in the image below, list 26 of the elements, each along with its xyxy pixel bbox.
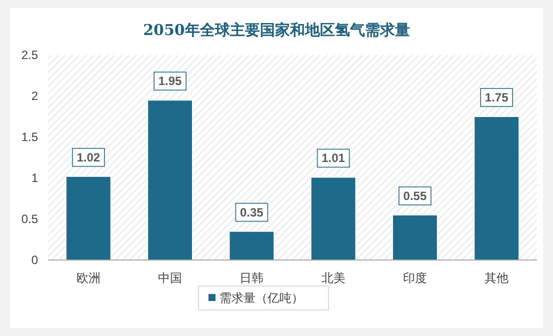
legend-label: 需求量（亿吨） bbox=[220, 291, 304, 305]
x-tick-label: 中国 bbox=[158, 271, 182, 285]
x-tick-label: 北美 bbox=[321, 271, 346, 285]
y-tick-label: 0 bbox=[31, 253, 38, 267]
bar bbox=[310, 176, 356, 260]
y-tick-label: 2.5 bbox=[21, 48, 38, 62]
x-tick-label: 欧洲 bbox=[76, 271, 100, 285]
x-tick-label: 其他 bbox=[484, 271, 509, 285]
y-tick-label: 1 bbox=[31, 171, 38, 185]
y-tick-label: 2 bbox=[31, 89, 38, 103]
data-label: 0.55 bbox=[403, 188, 427, 203]
bar bbox=[65, 176, 112, 260]
x-tick-label: 印度 bbox=[402, 271, 427, 285]
x-tick-label: 日韩 bbox=[240, 271, 264, 285]
y-tick-label: 1.5 bbox=[21, 130, 38, 144]
bar bbox=[474, 116, 520, 260]
bar bbox=[147, 100, 193, 260]
y-tick-label: 0.5 bbox=[21, 212, 38, 226]
data-label: 1.02 bbox=[76, 150, 100, 164]
bar bbox=[228, 230, 275, 260]
chart-title: 2050年全球主要国家和地区氢气需求量 bbox=[143, 21, 410, 39]
data-label: 0.35 bbox=[240, 205, 264, 220]
data-label: 1.95 bbox=[158, 74, 182, 88]
bar bbox=[392, 214, 438, 260]
data-label: 1.75 bbox=[484, 90, 509, 104]
data-label: 1.01 bbox=[322, 151, 346, 166]
